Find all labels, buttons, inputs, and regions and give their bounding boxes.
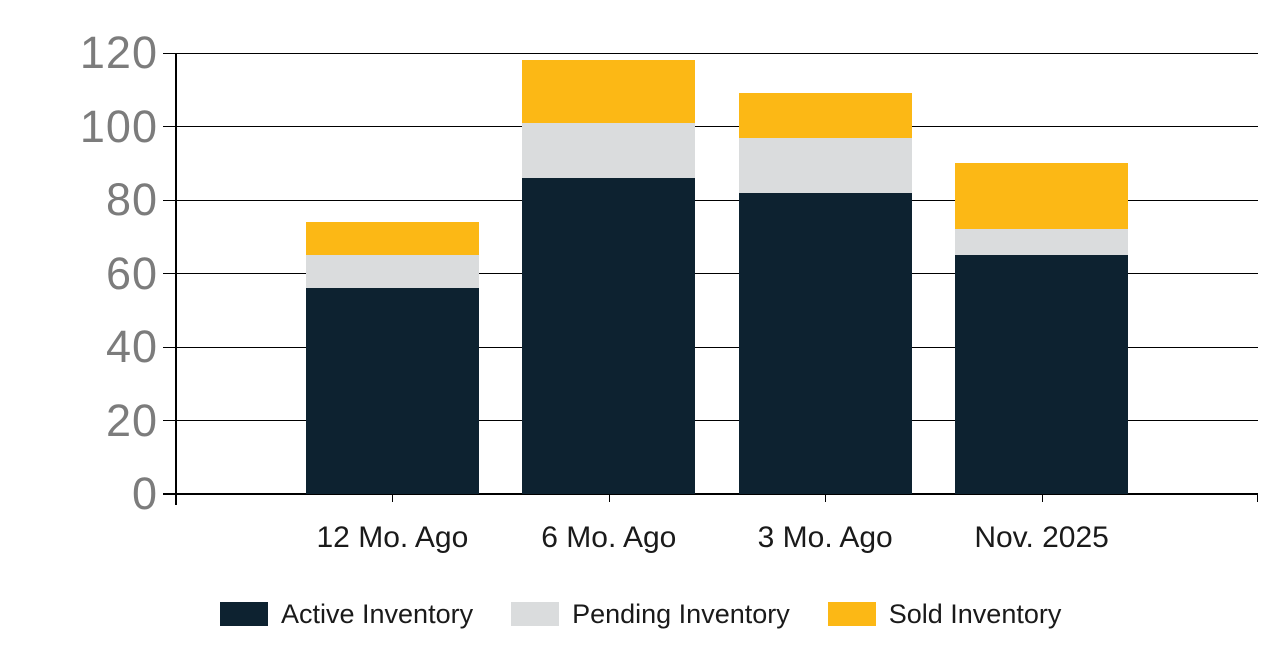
x-axis-label: 12 Mo. Ago [316, 521, 469, 554]
y-axis-label: 80 [105, 174, 158, 225]
bar-segment-sold-inventory [522, 60, 696, 123]
y-axis-tick [163, 52, 176, 54]
y-axis-tick [163, 346, 176, 348]
y-axis-tick [163, 126, 176, 127]
x-axis-label: Nov. 2025 [974, 521, 1109, 554]
legend-label: Sold Inventory [888, 599, 1062, 629]
y-axis-line [175, 53, 177, 505]
y-axis-tick [163, 273, 176, 274]
bar-segment-sold-inventory [738, 93, 912, 138]
bar-segment-pending-inventory [522, 122, 696, 178]
x-axis-tick [825, 495, 827, 502]
y-axis-label: 60 [105, 247, 158, 299]
gridline [176, 273, 1258, 274]
y-axis-tick [163, 420, 176, 421]
chart-legend: Active Inventory Pending Inventory Sold In… [220, 599, 1061, 629]
y-axis-label: 20 [105, 394, 158, 446]
bar-segment-sold-inventory [305, 222, 479, 256]
gridline [176, 346, 1258, 348]
x-axis-line [163, 493, 1258, 495]
bar-segment-active-inventory [955, 255, 1129, 494]
x-axis-end-tick [1257, 495, 1258, 502]
legend-label: Pending Inventory [572, 599, 790, 629]
y-axis-label: 100 [79, 100, 158, 152]
bar-segment-pending-inventory [738, 137, 912, 193]
gridline [176, 52, 1258, 54]
bar-segment-pending-inventory [955, 229, 1129, 256]
x-axis-tick [1041, 495, 1043, 502]
legend-item-active-inventory: Active Inventory [220, 599, 473, 629]
legend-swatch-active-inventory [220, 602, 268, 626]
bar-segment-pending-inventory [305, 255, 479, 289]
bar-segment-sold-inventory [955, 163, 1129, 230]
legend-item-pending-inventory: Pending Inventory [511, 599, 790, 629]
x-axis-label: 6 Mo. Ago [541, 521, 677, 554]
x-axis-tick [608, 495, 610, 502]
y-axis-label: 0 [131, 468, 158, 519]
y-axis-label: 40 [105, 321, 158, 372]
gridline [176, 126, 1258, 127]
y-axis-label: 120 [79, 27, 158, 78]
x-axis-tick [392, 495, 394, 502]
x-axis-label: 3 Mo. Ago [757, 521, 893, 554]
legend-item-sold-inventory: Sold Inventory [827, 599, 1062, 629]
bar-segment-active-inventory [522, 177, 696, 494]
legend-swatch-sold-inventory [827, 602, 876, 626]
bar-segment-active-inventory [738, 192, 912, 494]
gridline [176, 199, 1258, 201]
gridline [176, 420, 1258, 421]
legend-label: Active Inventory [281, 599, 474, 629]
legend-swatch-pending-inventory [511, 602, 560, 626]
bar-segment-active-inventory [305, 288, 479, 494]
y-axis-tick [163, 199, 176, 201]
